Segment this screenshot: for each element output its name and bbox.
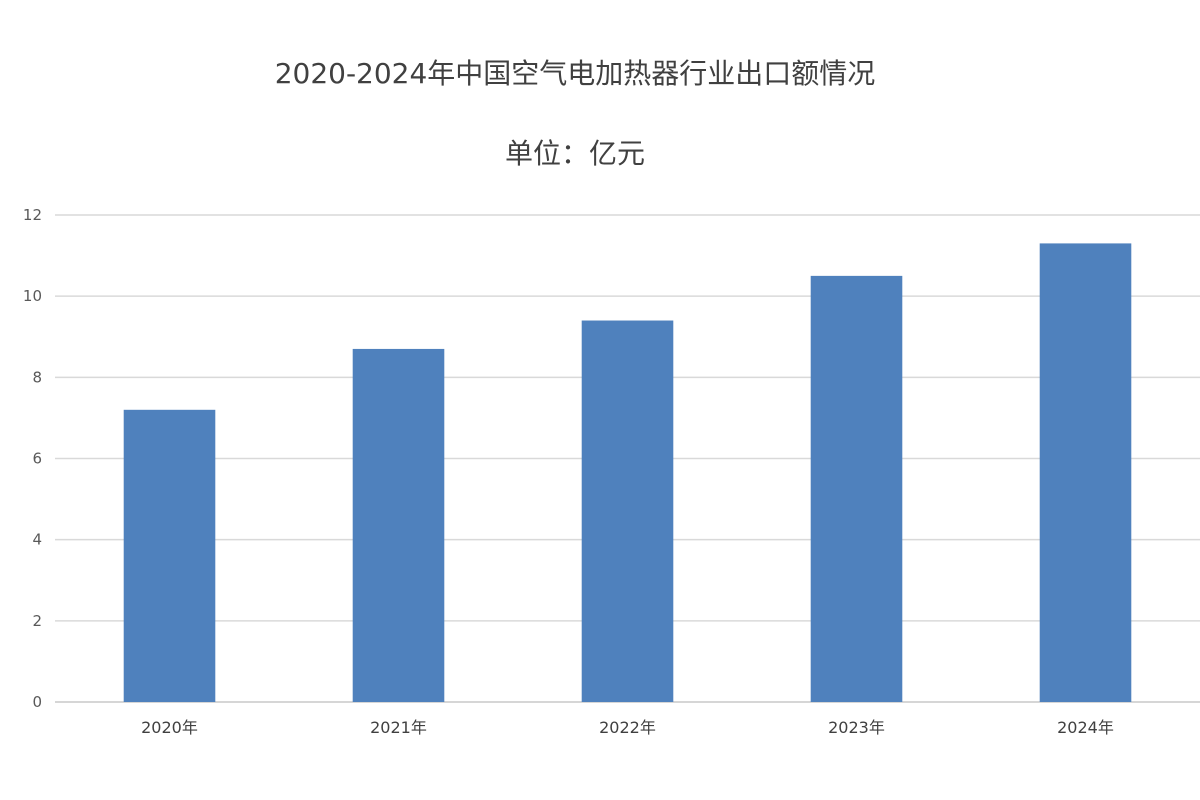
bar [581,320,674,702]
chart-title: 2020-2024年中国空气电加热器行业出口额情况 [274,57,876,90]
y-tick-label: 10 [23,287,42,305]
y-tick-label: 4 [32,531,42,549]
x-tick-label: 2020年 [141,718,198,737]
y-tick-label: 0 [32,693,42,711]
bar [352,348,445,702]
y-tick-label: 2 [32,612,42,630]
chart-subtitle: 单位：亿元 [504,137,645,170]
x-tick-label: 2022年 [599,718,656,737]
x-tick-label: 2021年 [370,718,427,737]
x-tick-label: 2023年 [828,718,885,737]
bar [1039,243,1132,703]
bar [123,409,216,702]
x-tick-label: 2024年 [1057,718,1114,737]
y-tick-label: 8 [32,368,42,386]
bar [810,275,903,702]
y-tick-label: 12 [23,206,42,224]
y-tick-label: 6 [32,450,42,468]
